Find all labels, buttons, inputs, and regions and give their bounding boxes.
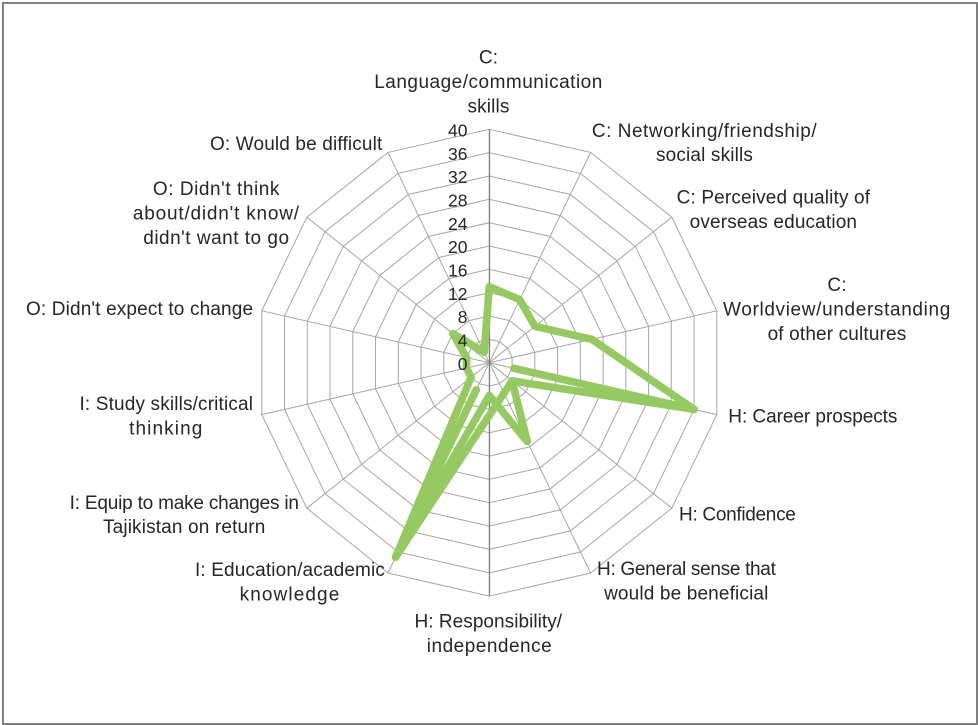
- svg-text:I: Study skills/critical: I: Study skills/critical: [80, 394, 254, 415]
- svg-text:40: 40: [448, 121, 468, 141]
- svg-text:H: Confidence: H: Confidence: [679, 505, 796, 526]
- svg-text:Tajikistan on return: Tajikistan on return: [103, 517, 265, 538]
- svg-text:O: Didn't expect to change: O: Didn't expect to change: [26, 299, 253, 320]
- svg-text:16: 16: [448, 261, 467, 281]
- svg-text:36: 36: [448, 144, 467, 164]
- svg-text:12: 12: [448, 284, 467, 304]
- svg-text:I: Education/academic: I: Education/academic: [195, 560, 385, 581]
- svg-text:C:: C:: [827, 275, 846, 296]
- svg-text:O: Didn't think: O: Didn't think: [153, 179, 280, 200]
- svg-text:I: Equip to make changes in: I: Equip to make changes in: [70, 493, 299, 514]
- svg-text:knowledge: knowledge: [240, 585, 341, 606]
- svg-text:about/didn't know/: about/didn't know/: [133, 203, 300, 224]
- svg-text:24: 24: [448, 214, 468, 234]
- svg-text:Language/communication: Language/communication: [374, 72, 603, 93]
- svg-text:C: Networking/friendship/: C: Networking/friendship/: [592, 121, 817, 142]
- svg-text:C:: C:: [479, 47, 498, 68]
- svg-text:H: General sense that: H: General sense that: [597, 559, 777, 580]
- svg-text:overseas education: overseas education: [690, 212, 857, 233]
- svg-text:8: 8: [458, 307, 468, 327]
- svg-text:thinking: thinking: [129, 418, 203, 439]
- svg-text:Worldview/understanding: Worldview/understanding: [723, 299, 951, 320]
- svg-text:skills: skills: [467, 96, 509, 117]
- svg-text:20: 20: [448, 237, 468, 257]
- svg-text:social skills: social skills: [656, 145, 753, 166]
- svg-text:4: 4: [458, 331, 468, 351]
- svg-text:of other cultures: of other cultures: [768, 324, 907, 345]
- svg-text:28: 28: [448, 191, 467, 211]
- svg-text:C: Perceived quality of: C: Perceived quality of: [677, 188, 871, 209]
- svg-text:O: Would be difficult: O: Would be difficult: [210, 134, 383, 155]
- svg-text:H: Responsibility/: H: Responsibility/: [414, 611, 562, 632]
- svg-text:H: Career prospects: H: Career prospects: [728, 407, 897, 428]
- svg-text:32: 32: [448, 167, 467, 187]
- svg-text:didn't want to go: didn't want to go: [143, 228, 289, 249]
- svg-text:independence: independence: [427, 636, 552, 657]
- svg-text:0: 0: [458, 354, 468, 374]
- svg-text:would be beneficial: would be beneficial: [603, 584, 768, 605]
